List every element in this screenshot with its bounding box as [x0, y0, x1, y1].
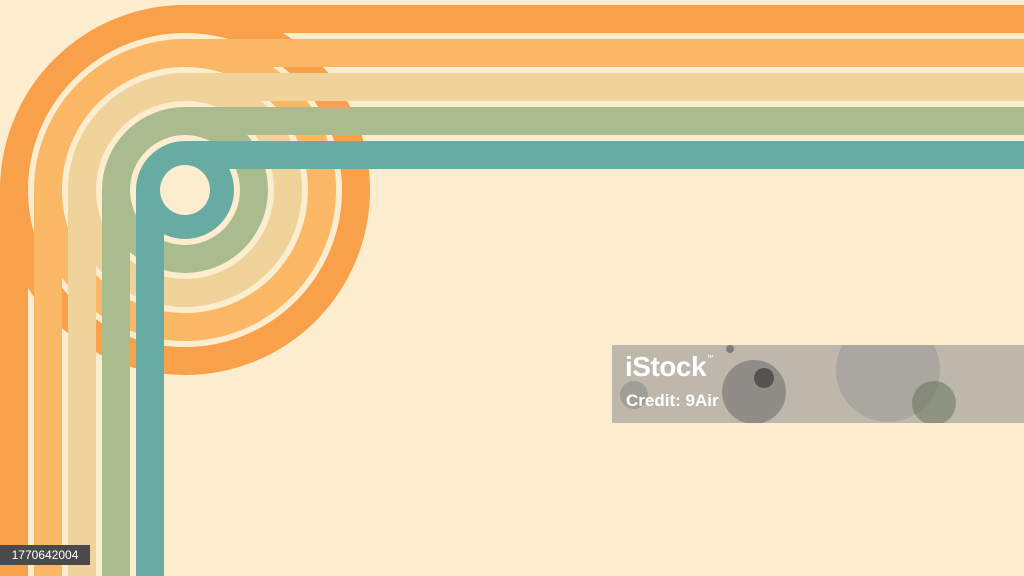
stripe-left-teal — [136, 190, 164, 576]
stripe-left-sage — [102, 190, 130, 576]
stripe-top-light-orange — [185, 39, 1024, 67]
stripe-left-tan — [68, 190, 96, 576]
photo-credit: Credit: 9Air — [626, 391, 719, 410]
stripe-top-orange — [185, 5, 1024, 33]
stripe-left-orange — [0, 190, 28, 576]
rainbow-stripes — [0, 5, 1024, 576]
stripe-center-hole — [160, 165, 210, 215]
istock-logo: iStock™ — [625, 351, 714, 382]
watermark-decoration — [620, 345, 956, 423]
stripe-left-light-orange — [34, 190, 62, 576]
stripe-top-teal — [185, 141, 1024, 169]
image-id-badge: 1770642004 — [0, 545, 90, 565]
watermark-banner: iStock™ Credit: 9Air — [612, 345, 1024, 423]
stripe-top-tan — [185, 73, 1024, 101]
stripe-top-sage — [185, 107, 1024, 135]
